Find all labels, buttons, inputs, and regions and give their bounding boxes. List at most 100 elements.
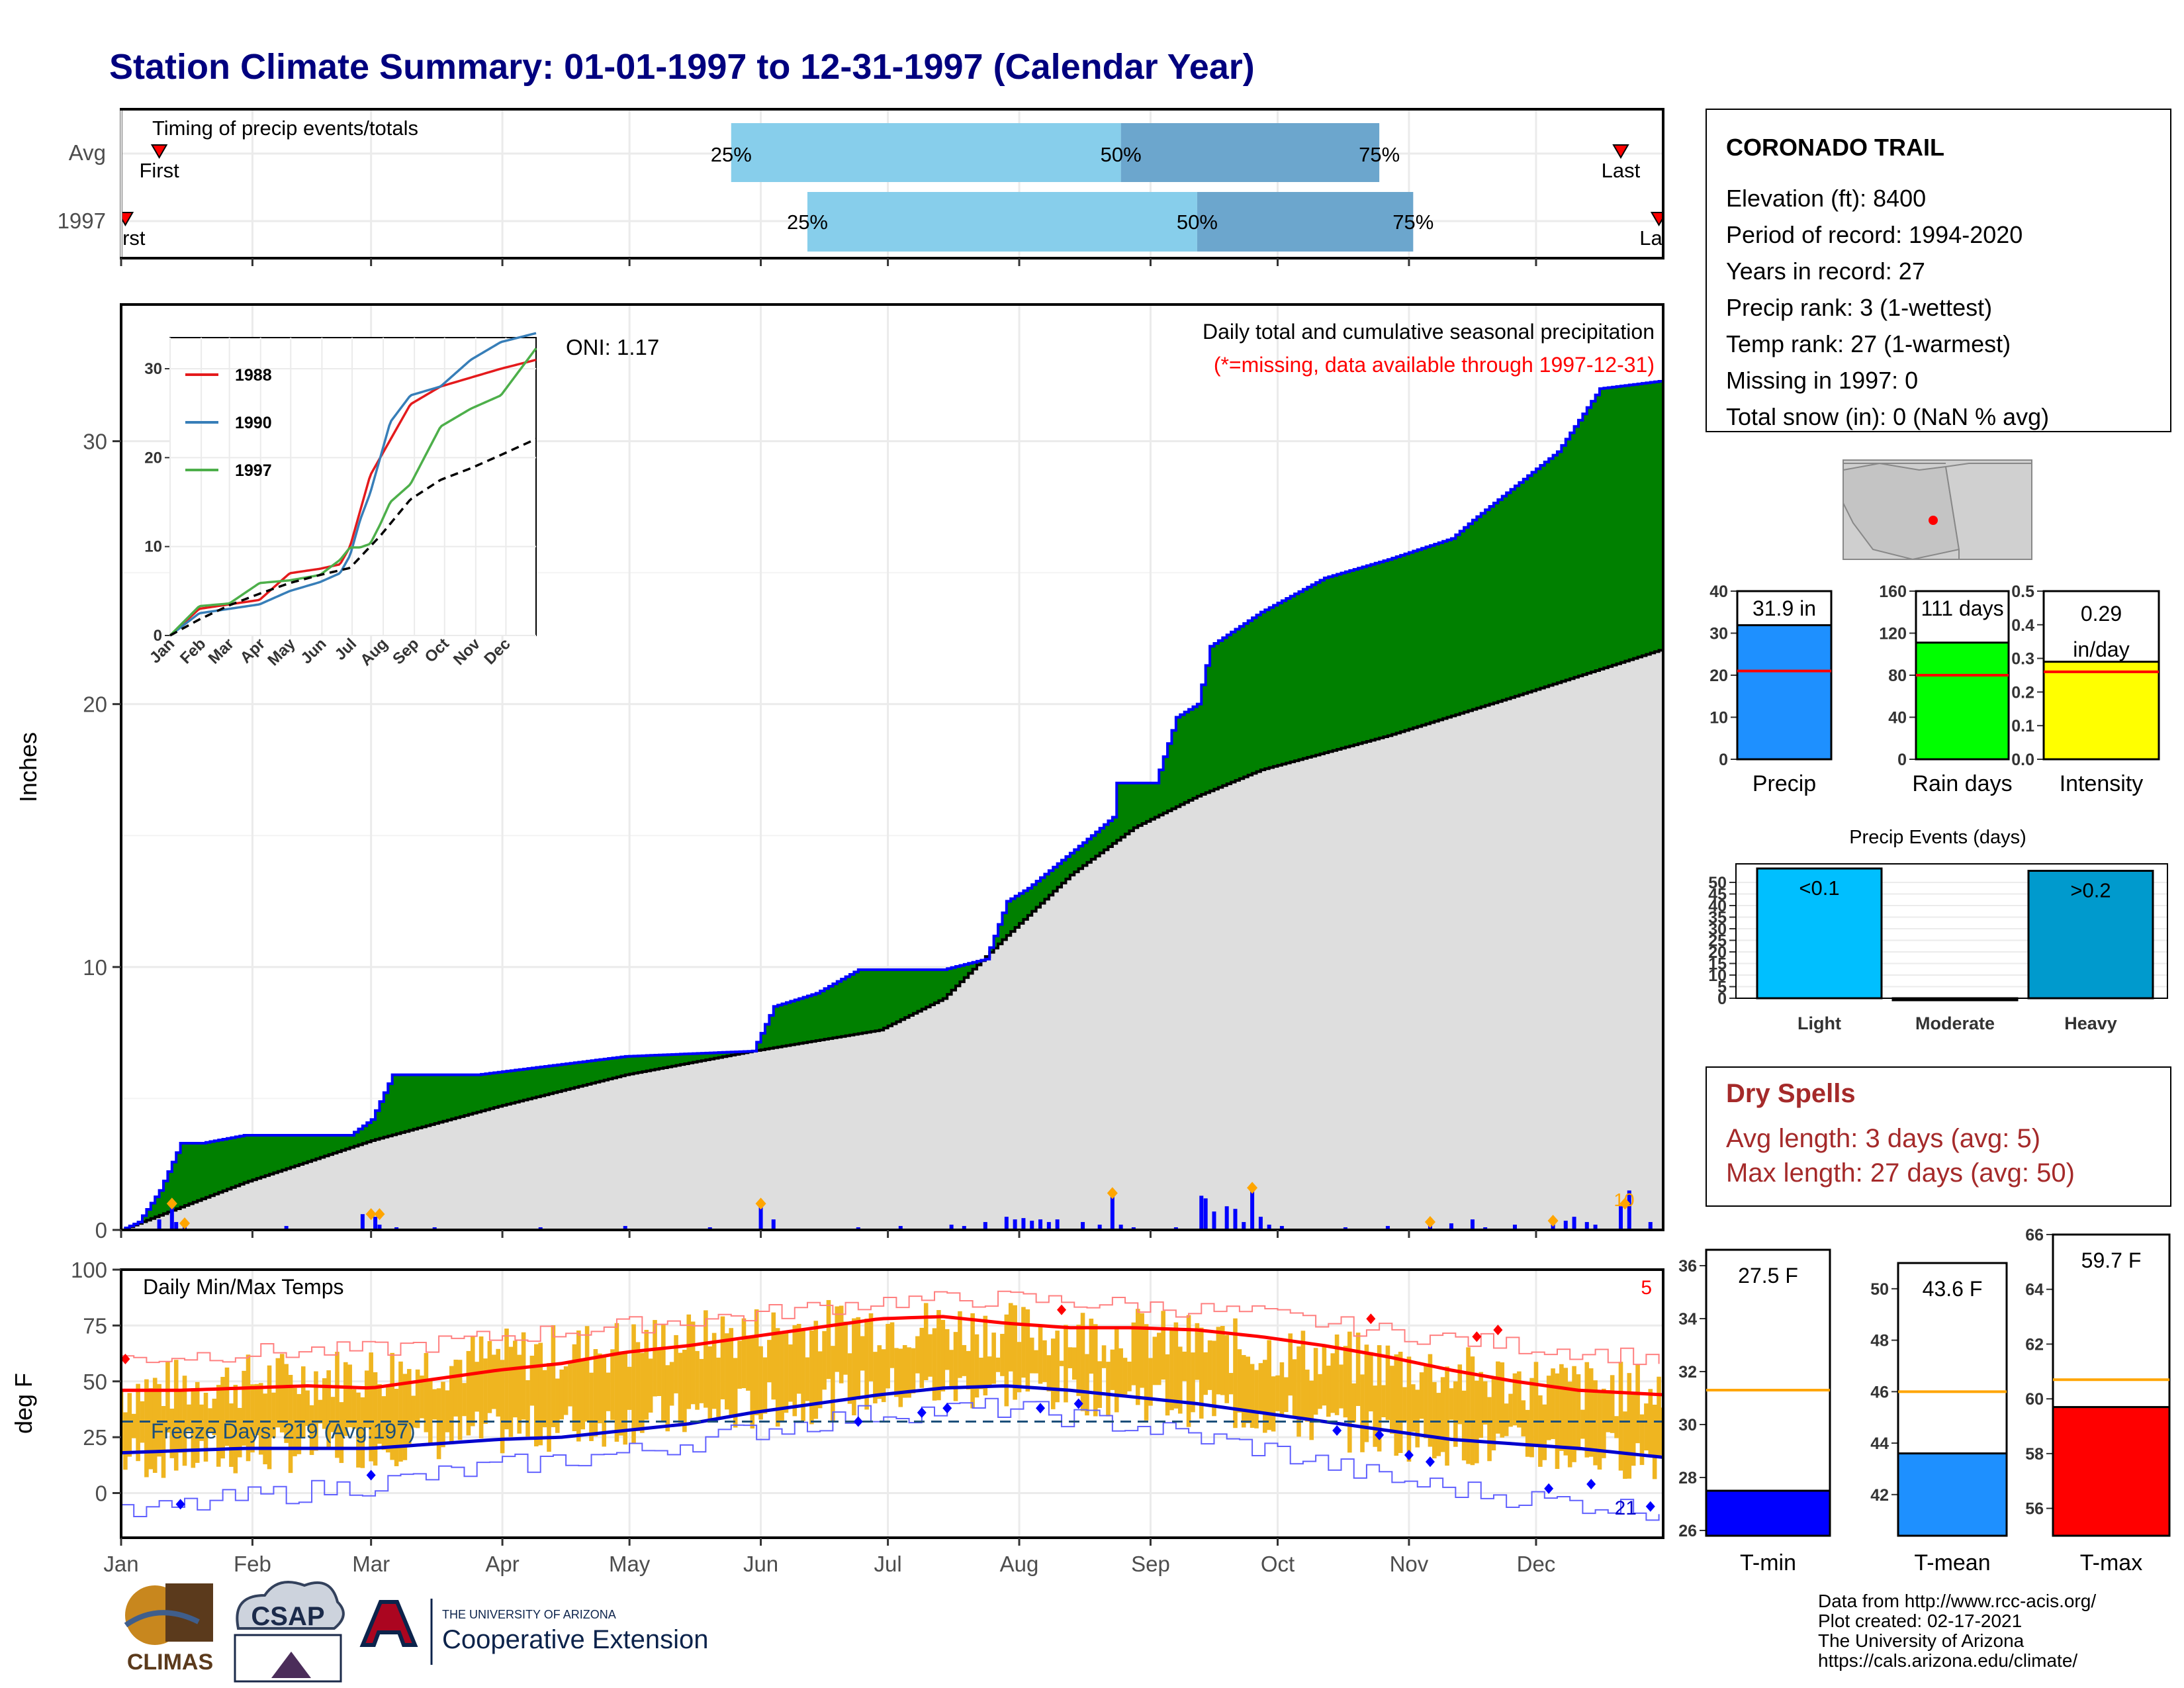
- temp-summary-ytick-label: 56: [2025, 1500, 2044, 1519]
- daily-temp-bar: [940, 1319, 946, 1391]
- daily-precip-bar: [1055, 1219, 1060, 1230]
- daily-temp-bar: [835, 1306, 840, 1372]
- precip-subtitle: Daily total and cumulative seasonal prec…: [1203, 320, 1655, 344]
- daily-precip-bar: [1081, 1222, 1085, 1230]
- daily-temp-bar: [1076, 1325, 1081, 1396]
- temp-summary-ytick-label: 32: [1678, 1363, 1697, 1382]
- oni-label: ONI: 1.17: [566, 335, 659, 359]
- daily-temp-bar: [678, 1352, 683, 1423]
- temp-ylabel: deg F: [10, 1373, 37, 1434]
- temp-ytick-label: 50: [83, 1370, 107, 1394]
- csap-logo: CSAP: [234, 1581, 345, 1683]
- dry-spells-avg: Avg length: 3 days (avg: 5): [1726, 1124, 2040, 1153]
- station-info-box: CORONADO TRAIL Elevation (ft): 8400 Peri…: [1706, 109, 2171, 432]
- first-marker-icon: [150, 144, 168, 159]
- daily-precip-bar: [169, 1206, 174, 1230]
- daily-temp-bar: [1300, 1331, 1306, 1419]
- daily-temp-bar: [690, 1321, 696, 1405]
- record-low-marker-icon: [1645, 1501, 1655, 1512]
- daily-temp-bar: [351, 1389, 357, 1429]
- daily-temp-bar: [330, 1397, 336, 1432]
- temp-summary-text: 27.5 F: [1738, 1264, 1798, 1288]
- daily-temp-bar: [995, 1357, 1001, 1372]
- daily-temp-bar: [1411, 1384, 1416, 1432]
- daily-temp-bar: [729, 1328, 734, 1417]
- record-low-marker-icon: [1332, 1425, 1342, 1436]
- events-bar-text: <0.1: [1799, 876, 1839, 900]
- daily-temp-bar: [504, 1329, 509, 1430]
- daily-temp-bar: [496, 1348, 500, 1417]
- daily-temp-bar: [936, 1310, 941, 1401]
- daily-precip-bar: [284, 1226, 289, 1230]
- month-label: Jul: [874, 1552, 902, 1576]
- daily-temp-bar: [881, 1349, 886, 1403]
- inset-ytick-label: 20: [144, 449, 162, 467]
- events-bar-text: >0.2: [2070, 879, 2111, 902]
- daily-temp-bar: [1576, 1374, 1581, 1451]
- daily-temp-bar: [801, 1329, 805, 1421]
- daily-temp-bar: [1135, 1309, 1140, 1405]
- daily-temp-bar: [928, 1334, 933, 1377]
- summary-bars: 0 10 20 30 40 31.9 in Precip 0 40 80 120 160 111 day…: [1709, 583, 2160, 796]
- daily-temp-bar: [296, 1393, 302, 1454]
- daily-temp-bar: [216, 1385, 221, 1467]
- daily-temp-bar: [750, 1335, 755, 1429]
- last-label: Last: [1639, 226, 1678, 250]
- daily-precip-bar: [1648, 1222, 1653, 1230]
- daily-temp-bar: [1169, 1329, 1174, 1411]
- daily-temp-bar: [944, 1329, 950, 1370]
- temp-summary-ytick-label: 26: [1678, 1522, 1697, 1540]
- daily-temp-bar: [1369, 1352, 1373, 1412]
- average-precip-area: [121, 649, 1663, 1230]
- daily-precip-bar: [1563, 1221, 1568, 1230]
- daily-temp-bar: [237, 1407, 242, 1458]
- record-high-line: [122, 1290, 1660, 1366]
- daily-temp-bar: [1212, 1340, 1216, 1417]
- daily-temp-bar: [974, 1334, 979, 1398]
- daily-temp-bar: [1025, 1309, 1030, 1392]
- events-ytick-label: 40: [1708, 897, 1727, 915]
- temp-summary-bar: [2052, 1406, 2171, 1537]
- extreme-precip-marker-icon: [755, 1197, 766, 1210]
- daily-temp-bar: [648, 1358, 653, 1413]
- precip-ytick-label: 10: [83, 955, 107, 980]
- daily-temp-bar: [1059, 1360, 1064, 1366]
- daily-temp-bar: [478, 1336, 484, 1438]
- events-ytick-label: 20: [1708, 943, 1727, 962]
- daily-temp-bar: [614, 1323, 619, 1442]
- record-low-marker-icon: [1375, 1429, 1385, 1440]
- events-bar-label: Light: [1797, 1013, 1841, 1033]
- temp-summary-label: T-min: [1740, 1550, 1796, 1575]
- daily-temp-bar: [1127, 1361, 1132, 1391]
- temp-summary-ytick-label: 50: [1870, 1280, 1889, 1299]
- daily-temp-bar: [1597, 1391, 1602, 1470]
- daily-temp-bar: [1373, 1385, 1378, 1447]
- daily-temp-bar: [1588, 1368, 1594, 1457]
- daily-temp-bar: [1305, 1370, 1310, 1422]
- daily-temp-bar: [1631, 1391, 1636, 1466]
- daily-temp-bar: [1313, 1348, 1318, 1415]
- daily-temp-bar: [364, 1370, 369, 1429]
- daily-temp-bar: [1029, 1337, 1034, 1374]
- temp-summary-bar: [1705, 1489, 1831, 1537]
- daily-temp-bar: [1220, 1325, 1225, 1395]
- daily-temp-bar: [1385, 1345, 1390, 1421]
- daily-temp-bar: [1644, 1403, 1649, 1451]
- daily-precip-bar: [1512, 1225, 1517, 1230]
- daily-temp-bar: [589, 1372, 594, 1442]
- daily-temp-bar: [453, 1359, 458, 1417]
- temp-panel-frame: [120, 1268, 1664, 1539]
- daily-temp-bar: [551, 1325, 556, 1427]
- daily-temp-bar: [1055, 1331, 1060, 1403]
- daily-temp-bar: [369, 1352, 373, 1462]
- daily-temp-bar: [127, 1393, 132, 1457]
- daily-temp-bar: [1038, 1327, 1043, 1384]
- daily-temp-bar: [300, 1366, 306, 1437]
- daily-temp-bar: [1347, 1331, 1352, 1453]
- daily-temp-bar: [623, 1352, 628, 1445]
- daily-precip-bar: [1618, 1206, 1623, 1230]
- daily-temp-bar: [1428, 1354, 1433, 1447]
- events-bar-label: Moderate: [1915, 1013, 1995, 1033]
- extreme-precip-marker-icon: [365, 1208, 377, 1221]
